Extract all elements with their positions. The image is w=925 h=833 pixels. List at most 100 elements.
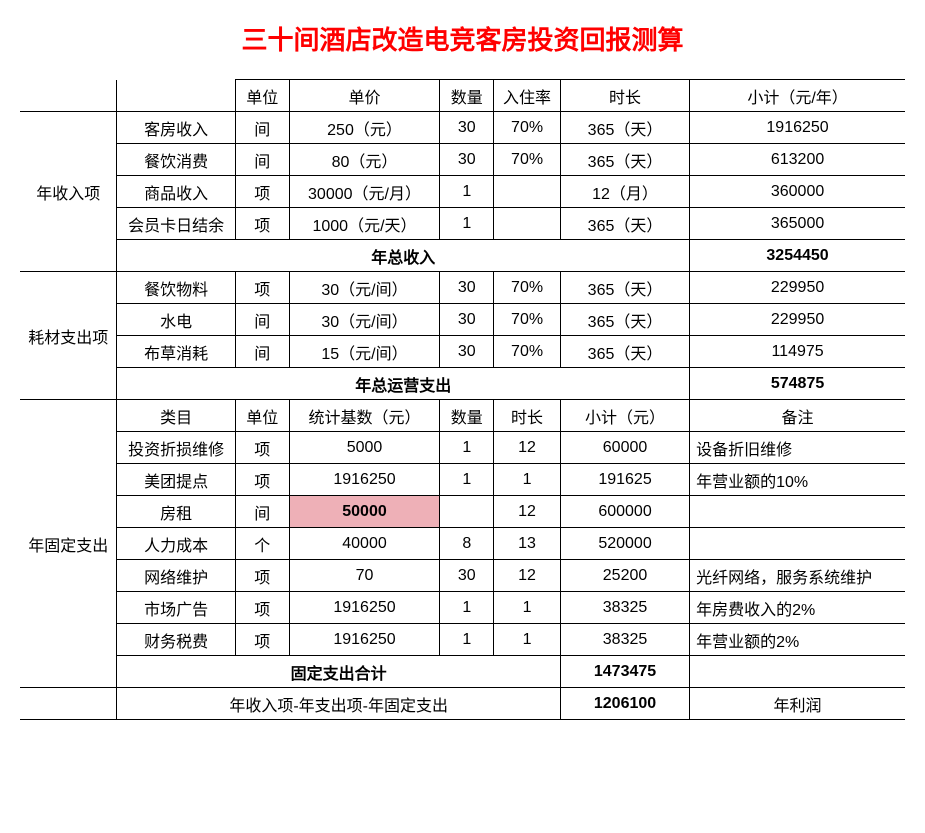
cell: 30 <box>440 304 494 336</box>
cell: 12 <box>494 496 561 528</box>
cell: 间 <box>235 304 289 336</box>
cell: 人力成本 <box>117 528 235 560</box>
cell: 1 <box>494 464 561 496</box>
cell: 投资折损维修 <box>117 432 235 464</box>
cell: 1916250 <box>289 592 440 624</box>
cell: 年房费收入的2% <box>690 592 905 624</box>
cell: 8 <box>440 528 494 560</box>
cell <box>494 208 561 240</box>
cell: 美团提点 <box>117 464 235 496</box>
cell: 60000 <box>560 432 689 464</box>
cell <box>690 528 905 560</box>
cell: 365（天） <box>560 208 689 240</box>
cell: 30 <box>440 560 494 592</box>
cell <box>690 496 905 528</box>
cell: 会员卡日结余 <box>117 208 235 240</box>
final-note: 年利润 <box>690 688 905 720</box>
cell: 个 <box>235 528 289 560</box>
cell: 365（天） <box>560 304 689 336</box>
hdr2-qty: 数量 <box>440 400 494 432</box>
cell <box>690 656 905 688</box>
cell: 财务税费 <box>117 624 235 656</box>
s3-label: 年固定支出 <box>20 400 117 688</box>
cell: 191625 <box>560 464 689 496</box>
cell: 38325 <box>560 624 689 656</box>
cell: 间 <box>235 496 289 528</box>
cell: 网络维护 <box>117 560 235 592</box>
hdr-price: 单价 <box>289 80 440 112</box>
cell: 365（天） <box>560 144 689 176</box>
cell: 229950 <box>690 304 905 336</box>
cell: 1 <box>440 208 494 240</box>
cell: 项 <box>235 560 289 592</box>
cell: 间 <box>235 336 289 368</box>
cell: 12（月） <box>560 176 689 208</box>
hdr-unit: 单位 <box>235 80 289 112</box>
cell <box>440 496 494 528</box>
cell: 360000 <box>690 176 905 208</box>
cell: 商品收入 <box>117 176 235 208</box>
cell: 30（元/间） <box>289 272 440 304</box>
s1-total-label: 年总收入 <box>117 240 690 272</box>
cell: 市场广告 <box>117 592 235 624</box>
cell: 餐饮物料 <box>117 272 235 304</box>
cell <box>494 176 561 208</box>
cell: 5000 <box>289 432 440 464</box>
cell: 229950 <box>690 272 905 304</box>
cell: 1 <box>440 176 494 208</box>
hdr-qty: 数量 <box>440 80 494 112</box>
cell: 项 <box>235 208 289 240</box>
roi-table: 单位 单价 数量 入住率 时长 小计（元/年） 年收入项 客房收入 间 250（… <box>20 79 905 720</box>
cell: 70 <box>289 560 440 592</box>
cell: 30（元/间） <box>289 304 440 336</box>
s3-total-label: 固定支出合计 <box>117 656 561 688</box>
cell: 项 <box>235 464 289 496</box>
cell: 613200 <box>690 144 905 176</box>
hdr2-dur: 小计（元） <box>560 400 689 432</box>
cell: 25200 <box>560 560 689 592</box>
cell: 1 <box>440 432 494 464</box>
hdr2-item: 类目 <box>117 400 235 432</box>
cell: 项 <box>235 624 289 656</box>
cell: 间 <box>235 112 289 144</box>
cell: 1916250 <box>690 112 905 144</box>
cell: 15（元/间） <box>289 336 440 368</box>
s1-total: 3254450 <box>690 240 905 272</box>
cell: 12 <box>494 432 561 464</box>
cell: 客房收入 <box>117 112 235 144</box>
cell: 1916250 <box>289 464 440 496</box>
cell: 70% <box>494 144 561 176</box>
hdr-dur: 时长 <box>560 80 689 112</box>
cell: 600000 <box>560 496 689 528</box>
cell: 1 <box>494 624 561 656</box>
cell: 1 <box>440 624 494 656</box>
cell: 项 <box>235 592 289 624</box>
cell: 70% <box>494 336 561 368</box>
s2-total: 574875 <box>690 368 905 400</box>
final-value: 1206100 <box>560 688 689 720</box>
cell: 项 <box>235 176 289 208</box>
cell: 1 <box>440 464 494 496</box>
cell: 1000（元/天） <box>289 208 440 240</box>
cell: 365（天） <box>560 336 689 368</box>
cell: 365（天） <box>560 272 689 304</box>
final-label: 年收入项-年支出项-年固定支出 <box>117 688 561 720</box>
cell: 365000 <box>690 208 905 240</box>
cell: 年营业额的10% <box>690 464 905 496</box>
cell: 114975 <box>690 336 905 368</box>
hdr-item-blank <box>117 80 235 112</box>
cell: 12 <box>494 560 561 592</box>
hdr2-price: 统计基数（元） <box>289 400 440 432</box>
cell: 1 <box>494 592 561 624</box>
cell: 40000 <box>289 528 440 560</box>
s2-label: 耗材支出项 <box>20 272 117 400</box>
hdr-occ: 入住率 <box>494 80 561 112</box>
cell: 30 <box>440 144 494 176</box>
cell: 80（元） <box>289 144 440 176</box>
cell: 13 <box>494 528 561 560</box>
hdr2-unit: 单位 <box>235 400 289 432</box>
cell: 70% <box>494 272 561 304</box>
cell: 520000 <box>560 528 689 560</box>
cell: 30 <box>440 336 494 368</box>
hdr-sub: 小计（元/年） <box>690 80 905 112</box>
